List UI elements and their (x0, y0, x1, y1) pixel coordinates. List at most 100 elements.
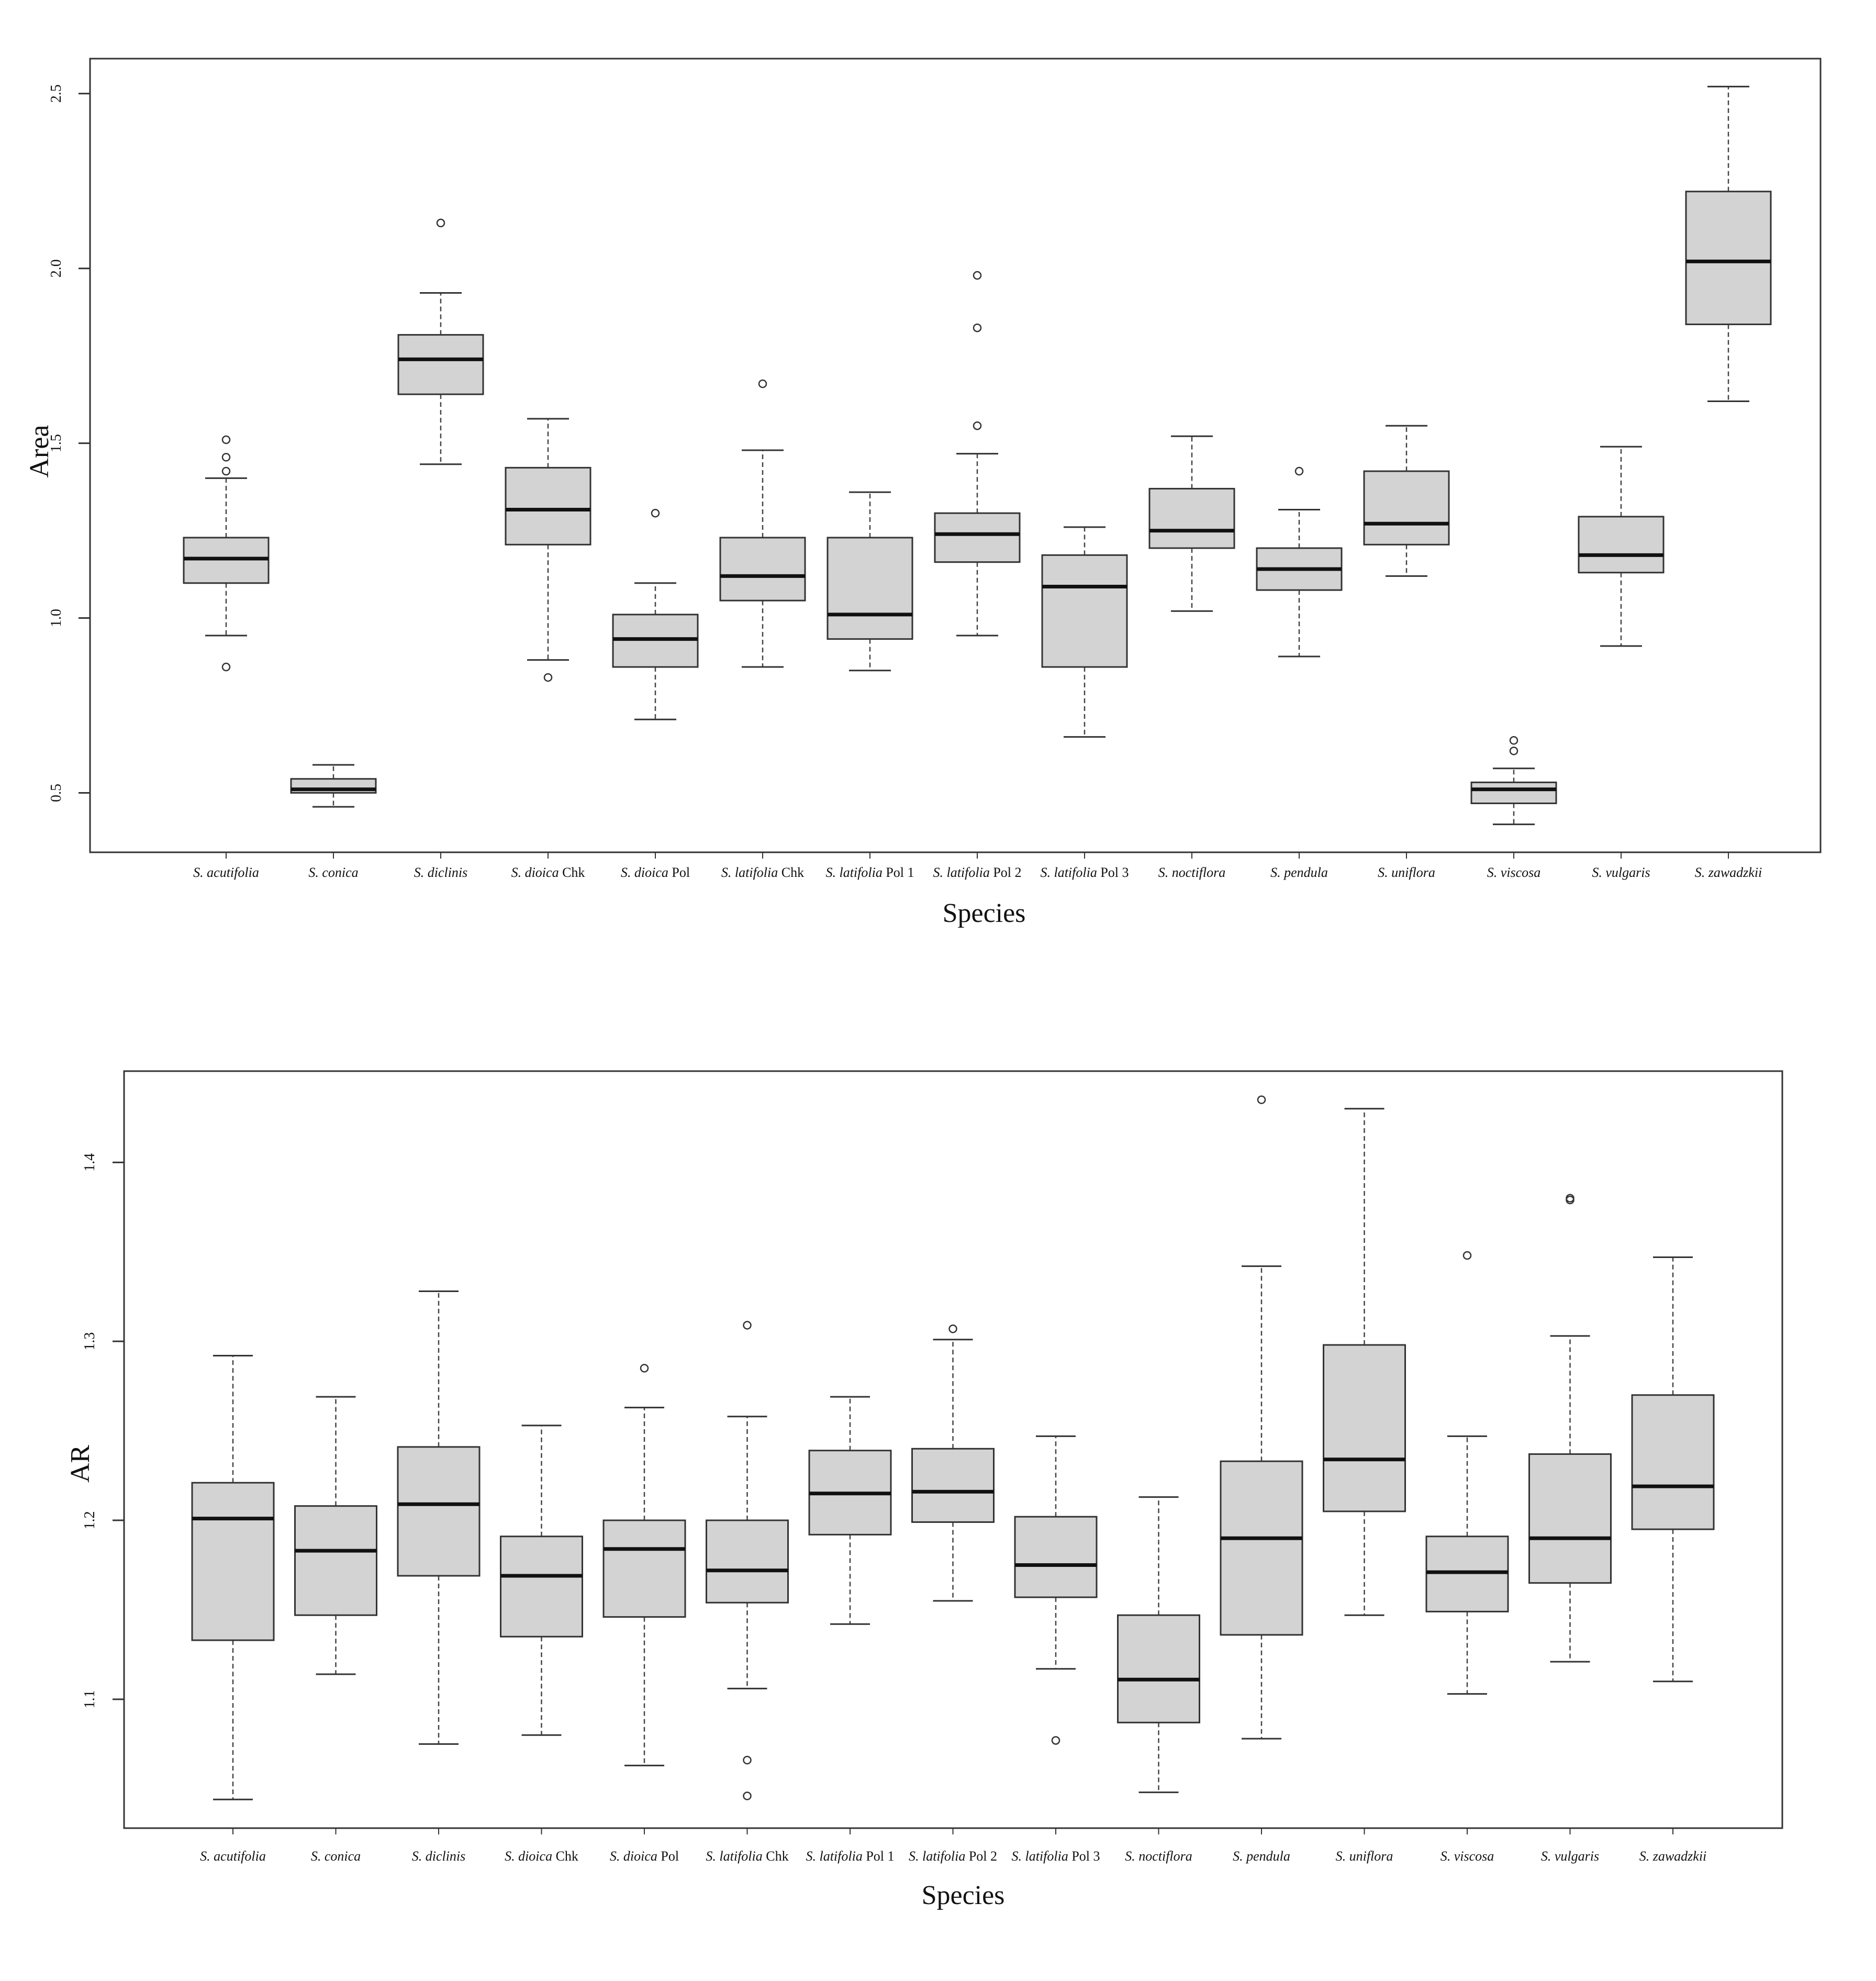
ar-box (397, 1446, 481, 1577)
ar-box-group (191, 1355, 275, 1800)
area-x-tick-label: S. latifolia Pol 1 (825, 865, 914, 880)
area-x-tick-label: S. noctiflora (1158, 865, 1226, 880)
ar-x-axis-title: Species (922, 1880, 1005, 1910)
ar-box (191, 1482, 275, 1641)
area-box-group (827, 491, 913, 672)
ar-boxplot-panel: 1.1 1.2 1.3 1.4 S. acutifolia S. conica S. di… (65, 1070, 1783, 1910)
ar-x-tick-label: S. conica (311, 1849, 361, 1864)
ar-outlier-point (743, 1791, 752, 1800)
ar-box (1117, 1614, 1200, 1723)
ar-outlier-point (1051, 1736, 1060, 1745)
ar-x-tick-label: S. dioica Pol (610, 1849, 679, 1864)
area-x-tick-label: S. dioica Chk (511, 865, 585, 880)
ar-x-tick-label: S. latifolia Pol 1 (806, 1849, 894, 1864)
area-x-tick-label: S. zawadzkii (1695, 865, 1762, 880)
ar-box (1631, 1394, 1715, 1530)
ar-box-group (1323, 1108, 1406, 1616)
area-x-axis: S. acutifolia S. conica S. diclinis S. dioi… (193, 852, 1762, 880)
area-box (1578, 516, 1665, 574)
ar-x-tick-label: S. acutifolia (200, 1849, 266, 1864)
ar-box-group (911, 1325, 995, 1602)
area-box-group (397, 218, 484, 465)
ar-x-tick-label: S. dioica Chk (505, 1849, 578, 1864)
area-box-group (934, 271, 1021, 637)
area-box (505, 466, 591, 546)
area-box-group (1470, 736, 1557, 826)
area-outlier-point (758, 379, 767, 388)
area-outlier-point (1509, 736, 1518, 745)
area-outlier-point (651, 508, 660, 518)
ar-box (294, 1505, 377, 1616)
area-boxes (183, 85, 1772, 826)
area-x-tick-label: S. conica (308, 865, 358, 880)
ar-box-group (1014, 1435, 1098, 1745)
ar-y-axis-title: AR (65, 1445, 95, 1483)
area-outlier-point (973, 323, 982, 332)
ar-x-axis: S. acutifolia S. conica S. diclinis S. dioi… (200, 1828, 1706, 1864)
area-y-tick-label: 1.0 (48, 609, 64, 627)
area-x-tick-label: S. latifolia Pol 3 (1040, 865, 1129, 880)
ar-box-group (808, 1396, 892, 1625)
area-x-tick-label: S. pendula (1270, 865, 1328, 880)
area-box-group (612, 508, 699, 720)
area-x-axis-title: Species (943, 898, 1026, 928)
area-outlier-point (1294, 466, 1304, 476)
area-x-tick-label: S. acutifolia (193, 865, 259, 880)
area-outlier-point (221, 466, 231, 476)
ar-outlier-point (1462, 1251, 1472, 1260)
area-outlier-point (221, 662, 231, 672)
ar-outlier-point (1566, 1194, 1574, 1203)
ar-y-tick-label: 1.1 (82, 1690, 98, 1708)
ar-box (911, 1448, 995, 1523)
ar-x-tick-label: S. pendula (1233, 1849, 1290, 1864)
ar-box-group (500, 1424, 583, 1736)
area-outlier-point (973, 271, 982, 280)
area-box-group (1148, 435, 1235, 612)
ar-outlier-point (640, 1364, 649, 1373)
ar-box (1323, 1344, 1406, 1512)
area-box-group (1578, 446, 1665, 647)
ar-outlier-point (743, 1755, 752, 1765)
area-box-group (183, 435, 270, 672)
area-x-tick-label: S. latifolia Pol 2 (933, 865, 1021, 880)
area-outlier-point (221, 453, 231, 462)
area-outlier-point (221, 435, 231, 444)
area-x-tick-label: S. latifolia Chk (721, 865, 804, 880)
ar-box (706, 1519, 789, 1604)
ar-box (1220, 1460, 1303, 1636)
ar-x-tick-label: S. vulgaris (1541, 1849, 1599, 1864)
ar-box-group (294, 1396, 377, 1675)
ar-outlier-point (948, 1325, 957, 1333)
area-outlier-point (436, 218, 445, 228)
area-x-tick-label: S. diclinis (414, 865, 468, 880)
ar-y-tick-label: 1.3 (82, 1332, 98, 1351)
ar-box (602, 1519, 686, 1618)
area-box (1148, 487, 1235, 549)
area-box (1470, 781, 1557, 805)
ar-x-tick-label: S. noctiflora (1125, 1849, 1192, 1864)
area-outlier-point (1509, 747, 1518, 755)
ar-box-group (602, 1364, 686, 1766)
area-box (719, 537, 806, 602)
ar-x-tick-label: S. zawadzkii (1639, 1849, 1707, 1864)
area-box (1363, 470, 1450, 546)
area-y-axis-title: Area (25, 425, 54, 477)
ar-box (1014, 1516, 1098, 1598)
area-plot-frame (89, 58, 1822, 853)
area-box-group (1685, 85, 1772, 402)
ar-box (1528, 1453, 1612, 1584)
area-box-group (719, 379, 806, 668)
ar-x-tick-label: S. diclinis (412, 1849, 466, 1864)
ar-box-group (1117, 1496, 1200, 1794)
area-x-tick-label: S. dioica Pol (621, 865, 690, 880)
ar-box-group (706, 1321, 789, 1800)
area-box-group (505, 418, 591, 682)
area-y-tick-label: 0.5 (48, 784, 64, 802)
area-box (397, 334, 484, 395)
ar-x-tick-label: S. uniflora (1336, 1849, 1393, 1864)
ar-x-tick-label: S. latifolia Pol 3 (1011, 1849, 1100, 1864)
area-outlier-point (973, 421, 982, 430)
ar-y-tick-label: 1.2 (82, 1511, 98, 1530)
area-box (934, 512, 1021, 563)
